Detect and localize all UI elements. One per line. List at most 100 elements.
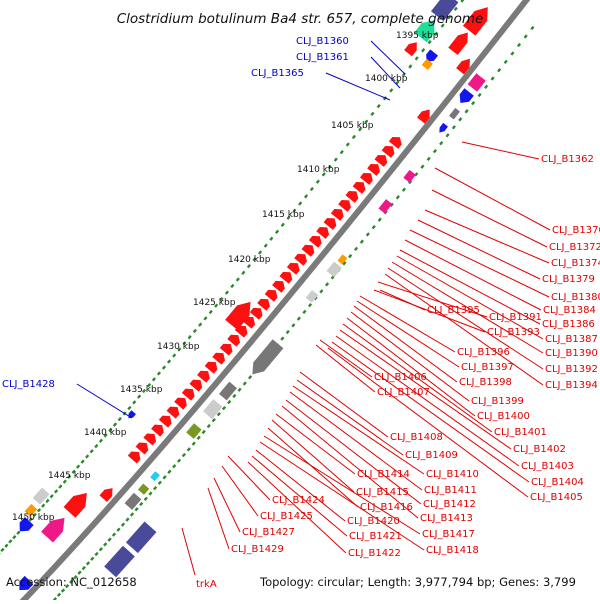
outer-tick-dot	[270, 237, 272, 240]
gene-label[interactable]: CLJ_B1427	[242, 527, 295, 538]
inner-tick-dot	[440, 142, 442, 145]
gene-label[interactable]: CLJ_B1390	[545, 348, 598, 359]
gene-label[interactable]: CLJ_B1361	[296, 52, 349, 63]
inner-tick-dot	[173, 465, 175, 468]
leader-line	[418, 220, 540, 279]
outer-tick-dot	[38, 509, 40, 512]
scale-label: 1405 kbp	[331, 121, 374, 131]
leader-line	[182, 528, 195, 575]
gene-block-shape	[448, 29, 472, 55]
gene-label[interactable]: CLJ_B1414	[357, 469, 410, 480]
gene-label[interactable]: CLJ_B1392	[545, 364, 598, 375]
gene-label[interactable]: CLJ_B1379	[542, 274, 595, 285]
gene-label[interactable]: CLJ_B1393	[487, 327, 540, 338]
gene-block-shape	[126, 522, 157, 554]
gene-label[interactable]: CLJ_B1380	[551, 292, 600, 303]
gene-label[interactable]: CLJ_B1428	[2, 379, 55, 390]
gene-label[interactable]: CLJ_B1374	[551, 258, 600, 269]
inner-tick-dot	[492, 77, 494, 80]
gene-label[interactable]: CLJ_B1406	[374, 372, 427, 383]
gene-label[interactable]: CLJ_B1417	[422, 529, 475, 540]
scale-label: 1450 kbp	[12, 513, 55, 523]
scale-label: 1395 kbp	[396, 31, 439, 41]
gene-box	[125, 493, 142, 510]
inner-tick-dot	[62, 589, 65, 592]
outer-tick-dot	[455, 8, 457, 11]
gene-label[interactable]: CLJ_B1362	[541, 154, 594, 165]
gene-label[interactable]: CLJ_B1396	[457, 347, 510, 358]
gene-label[interactable]: CLJ_B1405	[530, 492, 583, 503]
inner-tick-dot	[188, 448, 190, 451]
gene-label[interactable]: CLJ_B1429	[231, 544, 284, 555]
inner-tick-dot	[421, 165, 423, 168]
gene-label[interactable]: CLJ_B1411	[424, 485, 477, 496]
gene-label[interactable]: CLJ_B1407	[377, 387, 430, 398]
gene-label[interactable]: CLJ_B1418	[426, 545, 479, 556]
outer-tick-dot	[409, 65, 411, 68]
gene-label[interactable]: CLJ_B1365	[251, 68, 304, 79]
outer-tick-dot	[390, 89, 392, 92]
inner-tick-dot	[183, 454, 185, 457]
gene-label[interactable]: CLJ_B1394	[545, 380, 598, 391]
inner-tick-dot	[213, 419, 215, 422]
gene-label[interactable]: CLJ_B1372	[549, 242, 600, 253]
gene-block-shape	[104, 546, 135, 578]
inner-tick-dot	[154, 487, 156, 490]
gene-label[interactable]: CLJ_B1402	[513, 444, 566, 455]
gene-label[interactable]: CLJ_B1409	[405, 450, 458, 461]
inner-tick-dot	[309, 304, 311, 307]
outer-tick-dot	[347, 143, 349, 146]
gene-label[interactable]: CLJ_B1424	[272, 495, 325, 506]
outer-tick-dot	[100, 439, 102, 442]
outer-tick-dot	[353, 136, 355, 139]
outer-tick-dot	[341, 151, 343, 154]
scale-label: 1425 kbp	[193, 298, 236, 308]
leader-line	[208, 488, 229, 549]
scale-label: 1415 kbp	[262, 210, 305, 220]
inner-tick-dot	[434, 150, 436, 153]
gene-label[interactable]: CLJ_B1401	[494, 427, 547, 438]
gene-label[interactable]: CLJ_B1403	[521, 461, 574, 472]
outer-tick-dot	[226, 291, 228, 294]
gene-label[interactable]: CLJ_B1395	[427, 305, 480, 316]
gene-label[interactable]: CLJ_B1397	[461, 362, 514, 373]
outer-tick-dot	[416, 57, 418, 60]
scale-label: 1400 kbp	[365, 74, 408, 84]
gene-label[interactable]: CLJ_B1425	[260, 511, 313, 522]
inner-tick-dot	[326, 283, 328, 286]
gene-label[interactable]: CLJ_B1384	[543, 305, 596, 316]
gene-label[interactable]: CLJ_B1400	[477, 411, 530, 422]
gene-arrow	[456, 88, 474, 106]
gene-block	[64, 488, 93, 518]
outer-tick-dot	[204, 317, 206, 320]
gene-box-shape	[449, 108, 460, 120]
gene-label[interactable]: CLJ_B1422	[348, 548, 401, 559]
gene-label[interactable]: CLJ_B1412	[423, 499, 476, 510]
gene-label[interactable]: CLJ_B1413	[420, 513, 473, 524]
gene-label[interactable]: CLJ_B1387	[545, 334, 598, 345]
gene-label[interactable]: CLJ_B1370	[552, 225, 600, 236]
map-title: Clostridium botulinum Ba4 str. 657, comp…	[117, 11, 484, 27]
gene-label[interactable]: CLJ_B1386	[542, 319, 595, 330]
gene-box	[203, 399, 223, 419]
inner-tick-dot	[505, 61, 507, 64]
outer-tick-dot	[194, 330, 196, 333]
gene-label[interactable]: CLJ_B1404	[531, 477, 584, 488]
gene-label[interactable]: CLJ_B1408	[390, 432, 443, 443]
gene-label[interactable]: CLJ_B1360	[296, 36, 349, 47]
gene-label[interactable]: CLJ_B1416	[360, 502, 413, 513]
outer-tick-dot	[189, 336, 191, 339]
gene-label[interactable]: CLJ_B1399	[471, 396, 524, 407]
gene-label[interactable]: CLJ_B1415	[356, 487, 409, 498]
gene-label[interactable]: CLJ_B1391	[489, 312, 542, 323]
outer-tick-dot	[282, 223, 284, 226]
inner-tick-dot	[145, 498, 147, 501]
gene-label[interactable]: CLJ_B1420	[347, 516, 400, 527]
gene-label[interactable]: CLJ_B1410	[426, 469, 479, 480]
outer-tick-dot	[119, 418, 121, 421]
inner-tick-dot	[373, 226, 375, 229]
gene-label[interactable]: CLJ_B1421	[349, 531, 402, 542]
gene-label-trka[interactable]: trkA	[196, 579, 217, 590]
gene-label[interactable]: CLJ_B1398	[459, 377, 512, 388]
